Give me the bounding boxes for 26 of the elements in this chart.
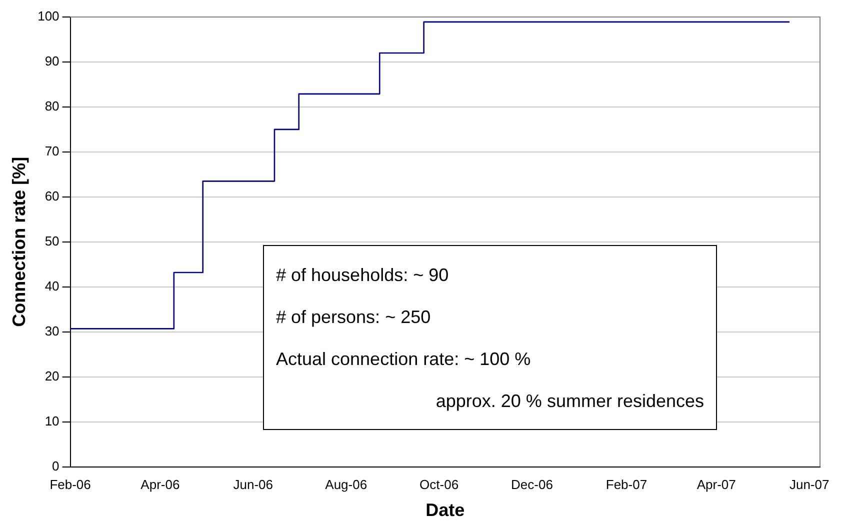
annotation: # of persons: ~ 250 bbox=[276, 306, 432, 329]
y-tick-label: 30 bbox=[44, 323, 60, 338]
y-axis-title: Connection rate [%] bbox=[8, 156, 29, 327]
x-tick-label: Dec-06 bbox=[511, 477, 553, 492]
y-tick-label: 60 bbox=[44, 188, 60, 204]
x-tick-label: Jun-06 bbox=[233, 477, 274, 492]
y-tick-label: 80 bbox=[44, 98, 60, 114]
y-tick-label: 20 bbox=[44, 368, 60, 384]
x-tick-label: Feb-07 bbox=[606, 477, 648, 492]
x-tick-label: Jun-07 bbox=[789, 477, 830, 492]
annotation: Actual connection rate: ~ 100 % bbox=[276, 348, 532, 371]
x-axis-title: Date bbox=[426, 500, 465, 520]
y-tick-label: 50 bbox=[44, 233, 60, 248]
y-tick-label: 100 bbox=[38, 8, 60, 24]
x-tick-label: Apr-06 bbox=[140, 477, 180, 492]
x-tick-label: Aug-06 bbox=[325, 477, 368, 492]
y-tick-label: 10 bbox=[44, 413, 60, 428]
x-tick-label: Apr-07 bbox=[696, 477, 736, 492]
x-tick-label: Oct-06 bbox=[420, 477, 459, 492]
annotation: approx. 20 % summer residences bbox=[434, 390, 704, 413]
y-tick-label: 40 bbox=[44, 278, 60, 294]
annotation: # of households: ~ 90 bbox=[276, 264, 450, 287]
y-tick-label: 90 bbox=[44, 54, 60, 69]
y-tick-label: 70 bbox=[44, 144, 60, 159]
y-tick-label: 0 bbox=[52, 458, 60, 474]
x-tick-label: Feb-06 bbox=[50, 477, 91, 492]
